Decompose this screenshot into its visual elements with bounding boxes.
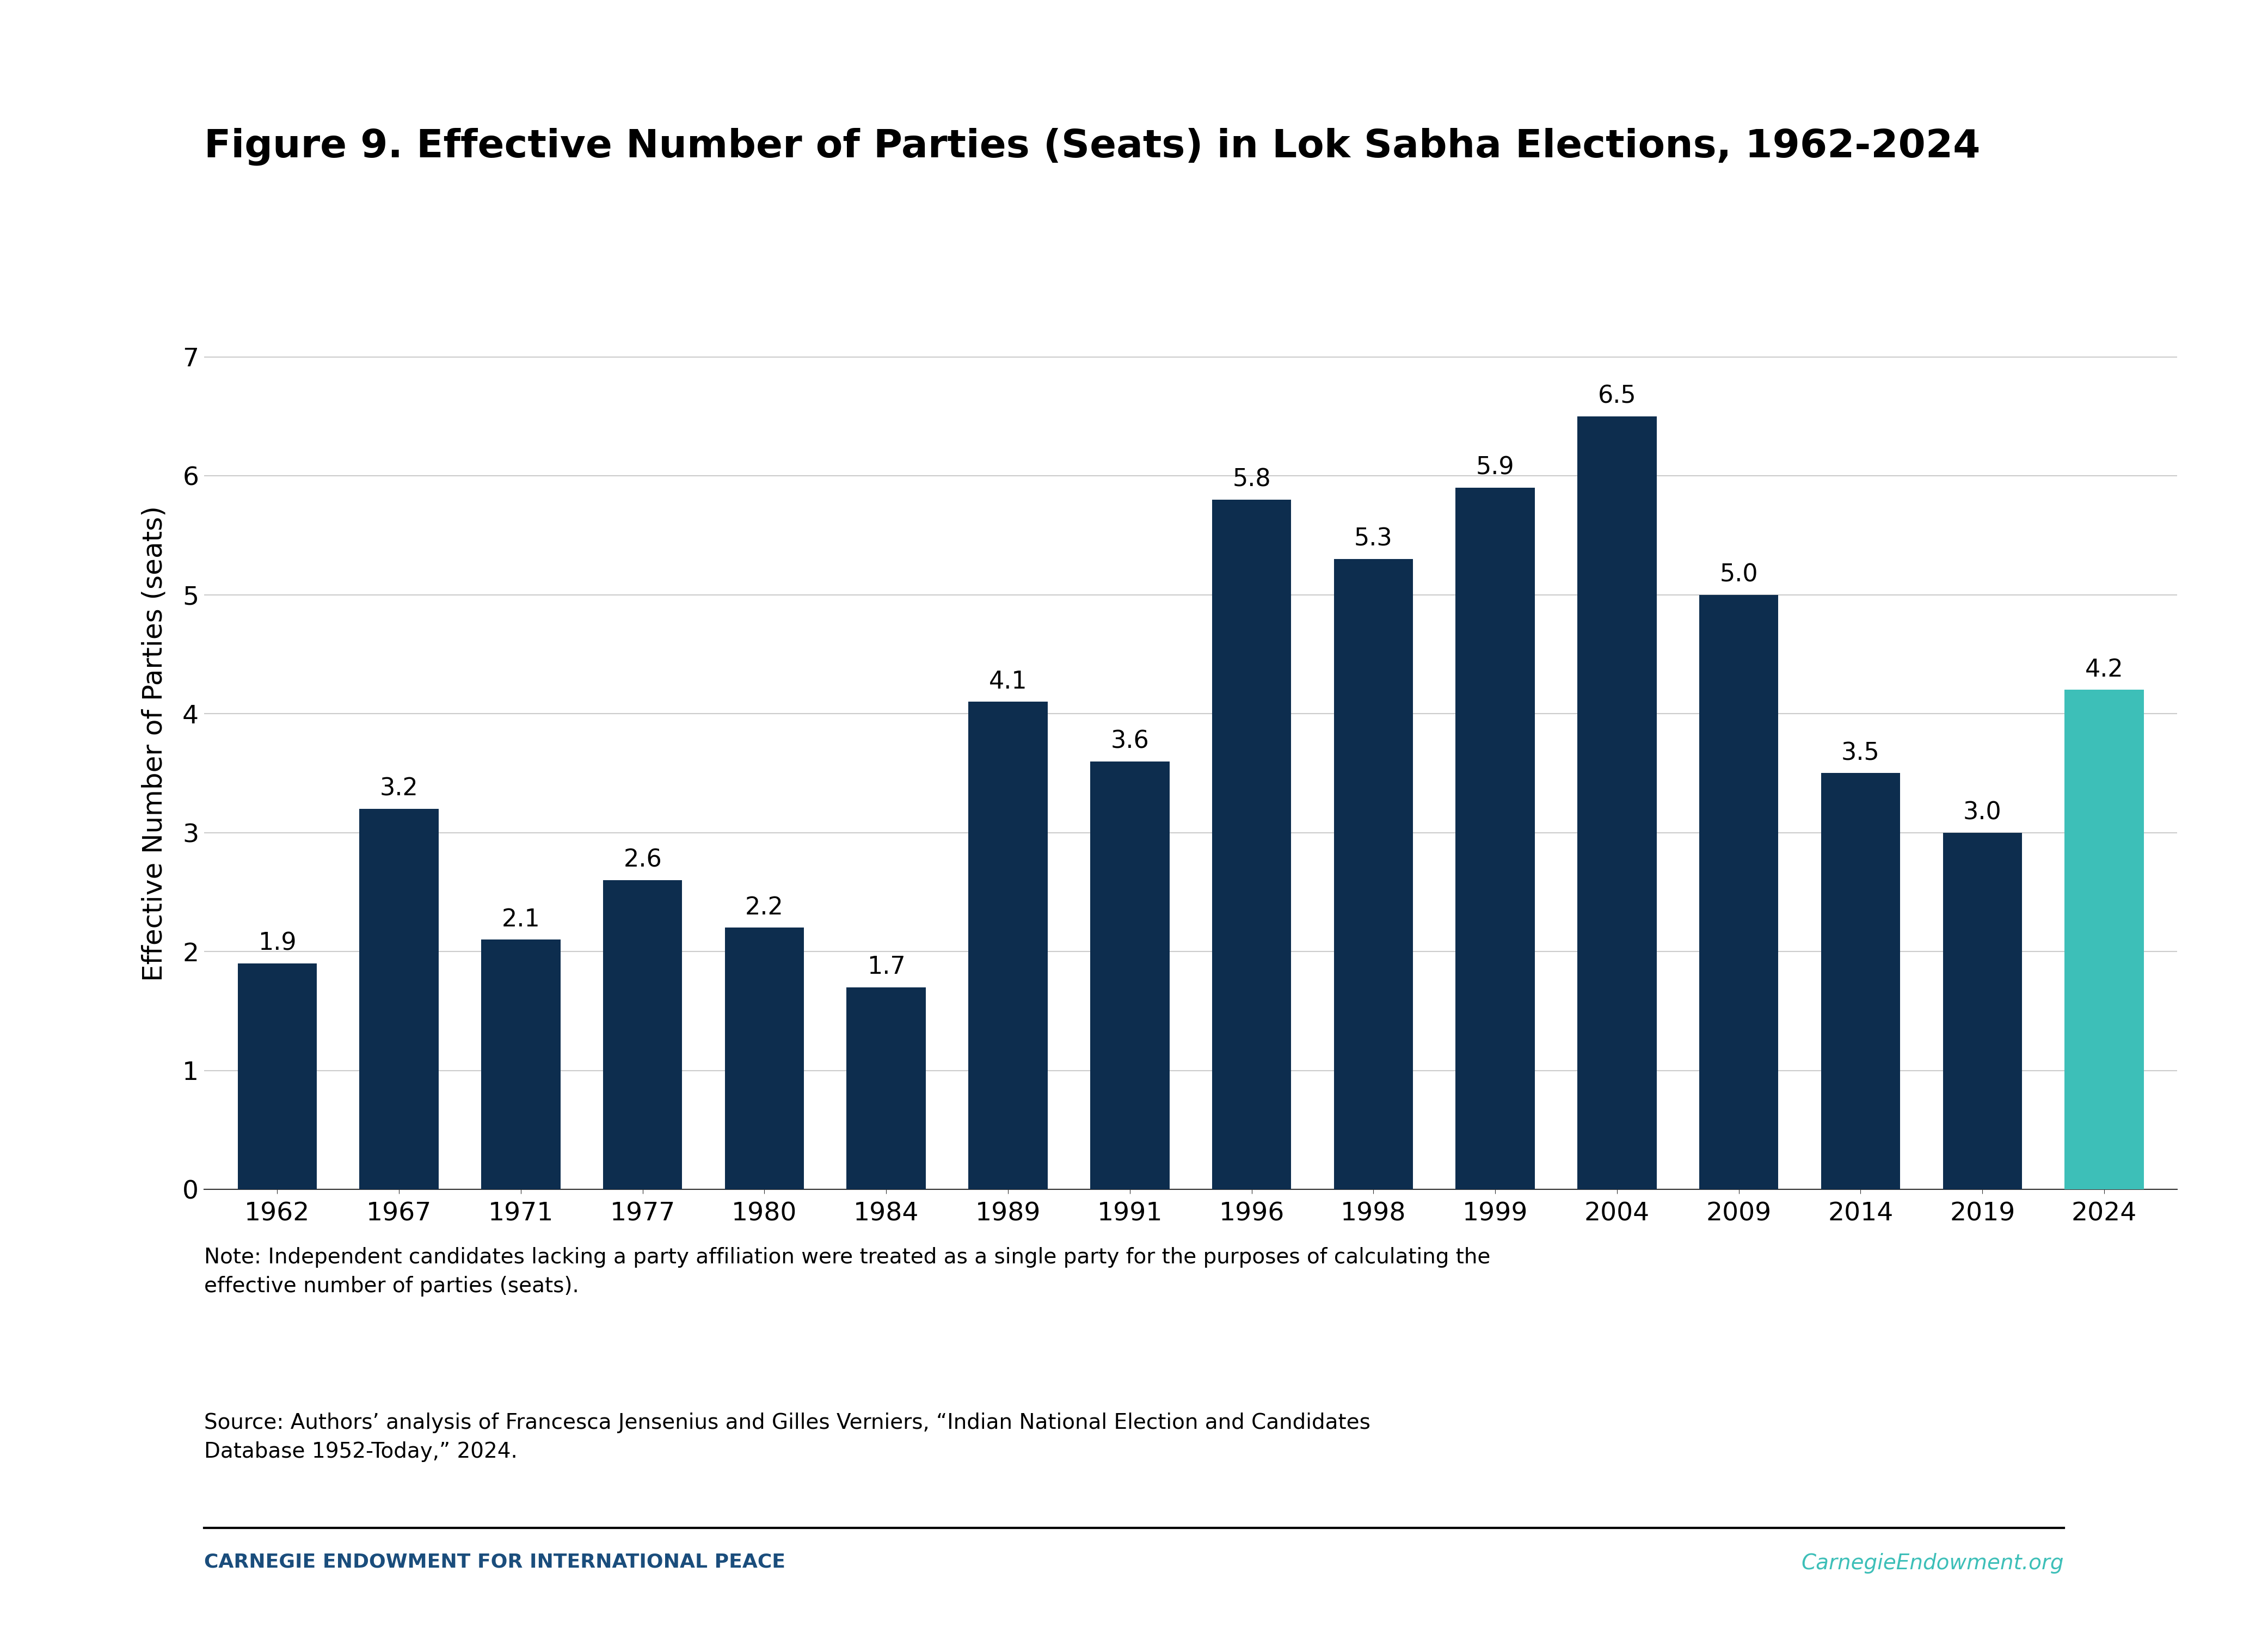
Bar [238,963,318,1189]
Text: 4.2: 4.2 [2084,657,2123,682]
Text: 5.3: 5.3 [1354,527,1393,550]
Text: 6.5: 6.5 [1597,385,1635,408]
Text: 4.1: 4.1 [989,671,1027,694]
Text: 2.6: 2.6 [624,849,662,872]
Text: Source: Authors’ analysis of Francesca Jensenius and Gilles Verniers, “Indian Na: Source: Authors’ analysis of Francesca J… [204,1412,1370,1462]
Text: 5.8: 5.8 [1232,468,1270,491]
Text: 5.9: 5.9 [1476,456,1515,479]
Bar [1944,833,2023,1189]
Text: Note: Independent candidates lacking a party affiliation were treated as a singl: Note: Independent candidates lacking a p… [204,1247,1490,1297]
Text: CarnegieEndowment.org: CarnegieEndowment.org [1801,1553,2064,1574]
Text: 3.5: 3.5 [1842,742,1880,765]
Text: 3.6: 3.6 [1111,730,1150,753]
Text: 3.2: 3.2 [379,776,417,801]
Bar [1091,762,1170,1189]
Text: 1.9: 1.9 [259,932,297,955]
Text: CARNEGIE ENDOWMENT FOR INTERNATIONAL PEACE: CARNEGIE ENDOWMENT FOR INTERNATIONAL PEA… [204,1553,785,1571]
Bar [1699,595,1778,1189]
Bar [846,988,925,1189]
Text: 3.0: 3.0 [1964,801,2003,824]
Bar [726,928,803,1189]
Text: Figure 9. Effective Number of Parties (Seats) in Lok Sabha Elections, 1962-2024: Figure 9. Effective Number of Parties (S… [204,127,1980,165]
Text: 2.2: 2.2 [746,895,785,920]
Bar [2064,691,2143,1189]
Bar [358,809,438,1189]
Bar [481,940,560,1189]
Bar [603,881,683,1189]
Bar [1821,773,1901,1189]
Y-axis label: Effective Number of Parties (seats): Effective Number of Parties (seats) [141,506,168,981]
Text: 5.0: 5.0 [1719,563,1758,586]
Text: 1.7: 1.7 [866,955,905,980]
Bar [968,702,1048,1189]
Bar [1334,558,1413,1189]
Bar [1456,487,1535,1189]
Bar [1211,499,1290,1189]
Bar [1579,416,1656,1189]
Text: 2.1: 2.1 [501,909,540,932]
